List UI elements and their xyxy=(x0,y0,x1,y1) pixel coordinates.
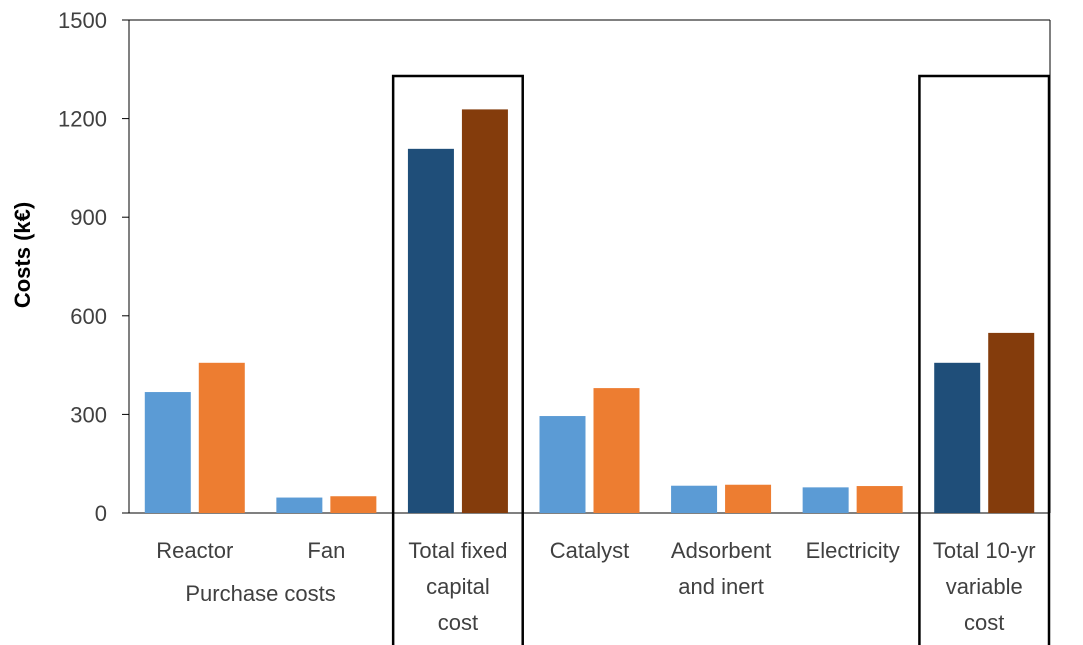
highlight-box xyxy=(918,74,1051,645)
bar xyxy=(593,388,640,513)
bar xyxy=(671,485,718,513)
y-axis-label: Costs (k€) xyxy=(10,202,35,308)
x-category-label: Catalyst xyxy=(550,538,629,563)
bar xyxy=(198,362,245,513)
x-category-label: capital xyxy=(426,574,490,599)
highlight-box xyxy=(391,74,524,645)
y-tick-label: 600 xyxy=(70,304,107,329)
y-tick-label: 1500 xyxy=(58,8,107,33)
x-category-label: Reactor xyxy=(156,538,233,563)
x-category-label: and inert xyxy=(678,574,764,599)
x-category-label: Fan xyxy=(307,538,345,563)
x-group-label: Purchase costs xyxy=(185,581,335,606)
x-category-label: variable xyxy=(946,574,1023,599)
bar xyxy=(856,486,903,513)
bar xyxy=(934,362,981,513)
bar xyxy=(144,392,191,513)
bar xyxy=(461,109,508,513)
bar xyxy=(988,332,1035,513)
x-category-label: Total 10-yr xyxy=(933,538,1036,563)
x-category-label: cost xyxy=(438,610,478,635)
bar xyxy=(276,497,323,513)
y-tick-label: 900 xyxy=(70,205,107,230)
bar xyxy=(725,484,772,513)
bar xyxy=(407,148,454,513)
x-category-label: cost xyxy=(964,610,1004,635)
bar xyxy=(802,487,849,513)
y-tick-label: 300 xyxy=(70,402,107,427)
x-category-label: Adsorbent xyxy=(671,538,771,563)
bar xyxy=(330,496,377,513)
bar xyxy=(539,416,586,513)
y-tick-label: 1200 xyxy=(58,107,107,132)
x-category-label: Electricity xyxy=(806,538,900,563)
y-tick-label: 0 xyxy=(95,501,107,526)
x-category-label: Total fixed xyxy=(408,538,507,563)
